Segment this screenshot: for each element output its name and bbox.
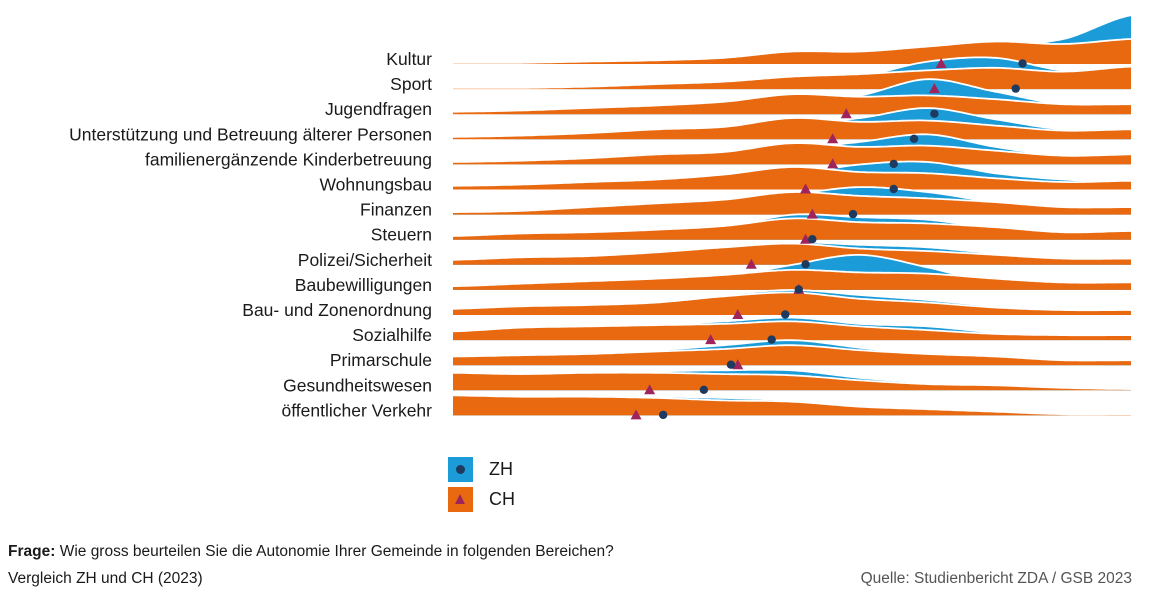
zh-mean-marker [726, 360, 736, 369]
legend-item-ch: CH [448, 485, 515, 513]
ch-density-outline [452, 166, 1131, 187]
ch-mean-marker [732, 359, 744, 370]
zh-mean-marker [794, 285, 803, 294]
ch-density-area [453, 345, 1131, 366]
question-label: Frage: [8, 543, 56, 560]
ch-density-outline [452, 291, 1131, 312]
ch-mean-marker [827, 158, 839, 169]
ch-density-outline [453, 269, 1131, 287]
zh-mean-marker [808, 235, 817, 244]
category-label: Sozialhilfe [352, 325, 432, 345]
zh-mean-marker [1018, 59, 1027, 68]
ch-density-outline [453, 394, 1131, 416]
ch-density-outline [453, 93, 1131, 113]
question: Wie gross beurteilen Sie die Autonomie I… [59, 543, 614, 560]
legend-label: ZH [489, 458, 513, 479]
ch-density-area [453, 269, 1131, 290]
zh-mean-marker [848, 209, 858, 219]
ch-density-area [453, 243, 1131, 265]
category-label: Primarschule [330, 350, 432, 370]
category-label: Sport [390, 74, 432, 94]
ch-mean-marker [705, 334, 717, 345]
dot-icon [456, 464, 465, 474]
ch-mean-marker [745, 258, 757, 269]
ch-density-outline [452, 242, 1131, 261]
zh-mean-marker [658, 410, 668, 420]
ch-density-outline [453, 116, 1131, 138]
ch-mean-marker [800, 183, 812, 194]
ch-density-area [453, 218, 1131, 240]
category-label: öffentlicher Verkehr [282, 400, 433, 420]
subtitle: Vergleich ZH und CH (2023) [8, 570, 203, 587]
ch-density-outline [452, 344, 1131, 362]
ch-mean-marker [840, 108, 852, 119]
ch-swatch [448, 486, 473, 512]
zh-mean-marker [1011, 84, 1020, 93]
ch-mean-marker [935, 58, 947, 68]
ch-mean-marker [806, 208, 818, 219]
ridgeline-chart: Kultur Sport Jugendfragen Unterstützung und… [69, 14, 1132, 420]
zh-swatch [448, 456, 473, 482]
category-label: Baubewilligungen [295, 275, 432, 295]
category-label: familienergänzende Kinderbetreuung [145, 149, 432, 169]
ch-density-area [453, 372, 1131, 391]
ch-density-area [453, 94, 1131, 115]
source: Quelle: Studienbericht ZDA / GSB 2023 [860, 570, 1132, 587]
ch-mean-marker [928, 83, 940, 94]
ch-mean-marker [827, 133, 839, 144]
ch-density-area [453, 321, 1131, 341]
category-label: Bau- und Zonenordnung [242, 300, 432, 320]
category-label: Kultur [386, 49, 432, 69]
question-text: Frage: Wie gross beurteilen Sie die Auto… [8, 543, 614, 561]
zh-mean-marker [930, 109, 939, 118]
zh-mean-marker [801, 260, 810, 269]
ch-density-outline [452, 320, 1131, 337]
legend-item-zh: ZH [448, 455, 515, 483]
category-label: Gesundheitswesen [283, 375, 432, 395]
legend-label: CH [489, 488, 515, 509]
ch-mean-marker [800, 233, 812, 244]
ch-density-area [453, 192, 1131, 215]
zh-mean-marker [889, 159, 898, 169]
ch-mean-marker [644, 384, 656, 395]
category-label: Unterstützung und Betreuung älterer Pers… [69, 124, 432, 144]
ch-density-outline [453, 38, 1132, 64]
zh-mean-marker [767, 335, 776, 344]
ch-density-area [453, 167, 1131, 190]
category-label: Steuern [371, 225, 432, 245]
category-label: Finanzen [360, 200, 432, 220]
ch-density-outline [452, 65, 1132, 89]
ch-density-outline [453, 191, 1131, 213]
zh-mean-marker [781, 310, 790, 319]
ch-density-outline [453, 371, 1132, 390]
ch-density-outline [453, 142, 1131, 163]
zh-mean-marker [909, 134, 919, 143]
category-label: Jugendfragen [325, 99, 432, 119]
ch-density-area [453, 292, 1131, 315]
category-label: Polizei/Sicherheit [298, 250, 432, 270]
legend: ZH CH [448, 455, 515, 515]
ch-mean-marker [732, 309, 744, 319]
zh-mean-marker [699, 385, 709, 394]
zh-mean-marker [889, 184, 898, 194]
ch-mean-marker [630, 409, 642, 420]
category-label: Wohnungsbau [319, 175, 432, 195]
triangle-icon [455, 493, 465, 504]
ch-density-outline [452, 217, 1131, 237]
